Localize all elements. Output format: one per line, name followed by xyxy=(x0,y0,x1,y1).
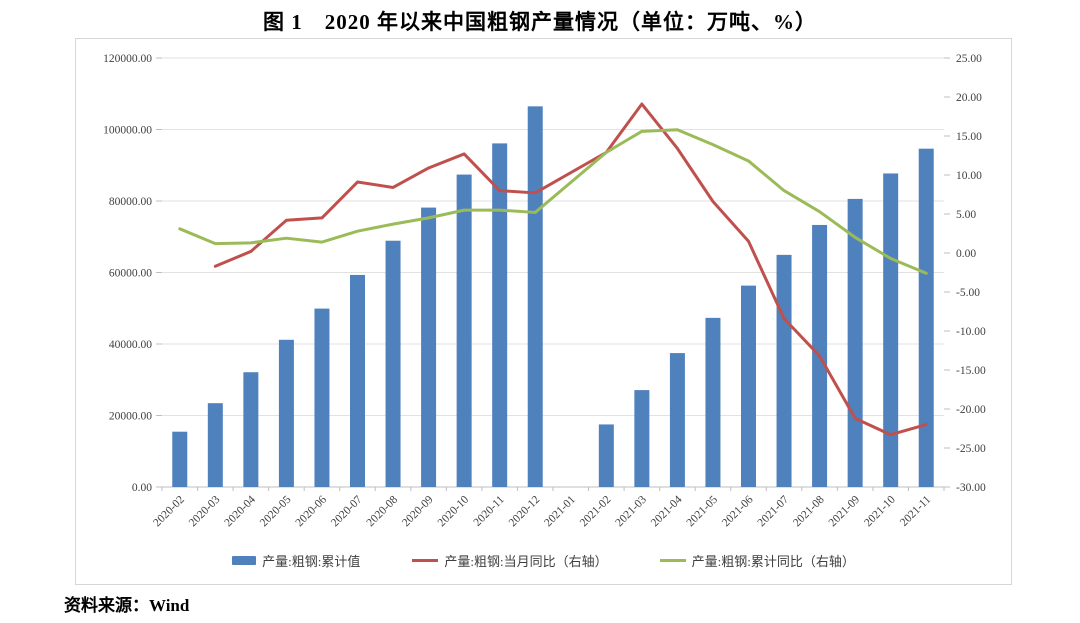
left-axis-tick-label: 100000.00 xyxy=(103,125,152,137)
x-axis-category-label: 2021-07 xyxy=(756,493,792,529)
x-axis-category-label: 2021-09 xyxy=(827,493,863,529)
bar xyxy=(207,403,223,487)
x-axis-category-label: 2020-12 xyxy=(507,493,543,529)
left-axis-tick-label: 20000.00 xyxy=(109,411,152,423)
right-axis-tick-label: 5.00 xyxy=(956,209,976,221)
legend-item-cumulative-value: 产量:粗钢:累计值 xyxy=(232,551,360,570)
monthly-yoy-line xyxy=(213,102,928,437)
left-axis-tick-label: 60000.00 xyxy=(109,268,152,280)
bar xyxy=(314,308,330,487)
right-axis-tick-label: -10.00 xyxy=(956,326,986,338)
right-axis-tick-label: -30.00 xyxy=(956,482,986,494)
legend-label: 产量:粗钢:累计值 xyxy=(262,554,361,569)
right-axis-tick-label: 0.00 xyxy=(956,248,976,260)
x-axis-category-label: 2020-10 xyxy=(436,493,472,529)
bar xyxy=(492,143,508,487)
legend-label: 产量:粗钢:累计同比（右轴） xyxy=(691,554,855,569)
x-axis-category-label: 2021-03 xyxy=(613,493,649,529)
bar xyxy=(918,148,934,487)
x-axis-category-label: 2020-06 xyxy=(293,493,329,529)
bar xyxy=(278,339,294,487)
legend-item-cumulative-yoy: 产量:粗钢:累计同比（右轴） xyxy=(659,551,855,570)
bar xyxy=(669,353,685,487)
x-axis-category-label: 2020-08 xyxy=(365,493,401,529)
bar xyxy=(634,390,650,487)
bar xyxy=(385,240,401,487)
cumulative-yoy-line xyxy=(178,128,928,275)
right-axis-tick-label: -5.00 xyxy=(956,287,980,299)
x-axis-category-label: 2021-11 xyxy=(898,493,933,528)
x-axis-category-label: 2020-09 xyxy=(400,493,436,529)
bar xyxy=(741,285,756,487)
x-axis-category-label: 2021-04 xyxy=(649,493,685,529)
x-axis-category-label: 2020-07 xyxy=(329,493,365,529)
right-axis-tick-label: -15.00 xyxy=(956,365,986,377)
bar xyxy=(456,174,472,488)
x-axis-category-label: 2020-02 xyxy=(151,493,187,529)
chart-canvas: 0.00 20000.00 40000.00 60000.00 80000.00 1000… xyxy=(103,53,986,529)
x-axis-category-label: 2021-01 xyxy=(542,493,578,529)
right-axis-tick-label: 10.00 xyxy=(956,170,982,182)
right-axis-tick-label: 15.00 xyxy=(956,131,982,143)
left-axis-tick-label: 40000.00 xyxy=(109,339,152,351)
right-axis-tick-label: -20.00 xyxy=(956,404,986,416)
legend-label: 产量:粗钢:当月同比（右轴） xyxy=(444,554,608,569)
x-axis-category-label: 2020-05 xyxy=(258,493,294,529)
left-axis-tick-label: 0.00 xyxy=(132,482,152,494)
right-axis-tick-label: -25.00 xyxy=(956,443,986,455)
bar xyxy=(847,198,863,487)
x-axis-category-label: 2020-04 xyxy=(222,493,258,529)
bar xyxy=(350,274,365,487)
right-axis-tick-label: 25.00 xyxy=(956,53,982,65)
bar xyxy=(172,431,188,487)
bar xyxy=(421,207,437,487)
left-axis-tick-label: 80000.00 xyxy=(109,196,152,208)
chart-legend: 产量:粗钢:累计值 产量:粗钢:当月同比（右轴） 产量:粗钢:累计同比（右轴） xyxy=(76,551,1011,570)
monthly-yoy-line-swatch xyxy=(412,559,439,562)
x-axis-category-label: 2021-02 xyxy=(578,493,614,529)
chart-area: 0.00 20000.00 40000.00 60000.00 80000.00 1000… xyxy=(75,38,1012,585)
right-axis-tick-label: 20.00 xyxy=(956,92,982,104)
cumulative-yoy-line-swatch xyxy=(659,559,686,562)
x-axis-category-label: 2021-08 xyxy=(791,493,827,529)
left-axis-tick-label: 120000.00 xyxy=(103,53,152,65)
x-axis-category-label: 2021-06 xyxy=(720,493,756,529)
x-axis-category-label: 2021-10 xyxy=(862,493,898,529)
bar-series-swatch xyxy=(232,556,257,565)
source-note: 资料来源：Wind xyxy=(64,596,190,615)
x-axis-category-label: 2020-03 xyxy=(187,493,223,529)
bar xyxy=(598,424,614,487)
x-axis-category-label: 2021-05 xyxy=(684,493,720,529)
chart-title: 图 1 2020 年以来中国粗钢产量情况（单位：万吨、%） xyxy=(263,10,817,34)
x-axis-category-label: 2020-11 xyxy=(472,493,507,528)
bar xyxy=(527,106,543,487)
bar xyxy=(776,254,792,487)
legend-item-monthly-yoy: 产量:粗钢:当月同比（右轴） xyxy=(412,551,608,570)
bar xyxy=(705,317,721,487)
bar xyxy=(883,173,899,487)
bar xyxy=(243,372,259,487)
